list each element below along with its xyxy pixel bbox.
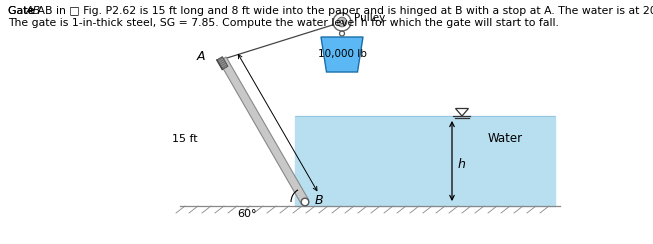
Text: Gate AB in □ Fig. P2.62 is 15 ft long and 8 ft wide into the paper and is hinged: Gate AB in □ Fig. P2.62 is 15 ft long an… [8,6,653,16]
Text: A: A [197,50,205,63]
Circle shape [340,20,343,24]
Text: Pulley: Pulley [354,13,385,23]
Text: 60°: 60° [237,209,257,219]
Text: The gate is 1-in-thick steel, SG = 7.85. Compute the water level h for which the: The gate is 1-in-thick steel, SG = 7.85.… [8,18,559,28]
Text: 10,000 lb: 10,000 lb [317,50,366,60]
Text: h: h [458,157,466,171]
Circle shape [333,13,351,31]
Text: B: B [315,194,324,207]
Text: AB: AB [25,6,41,16]
Polygon shape [217,57,228,70]
Text: Gate: Gate [8,6,38,16]
Polygon shape [219,57,309,204]
Circle shape [301,198,309,206]
Circle shape [337,17,347,27]
Text: 15 ft: 15 ft [172,134,198,144]
Polygon shape [295,116,555,206]
Polygon shape [321,37,363,72]
Text: Water: Water [487,132,522,145]
